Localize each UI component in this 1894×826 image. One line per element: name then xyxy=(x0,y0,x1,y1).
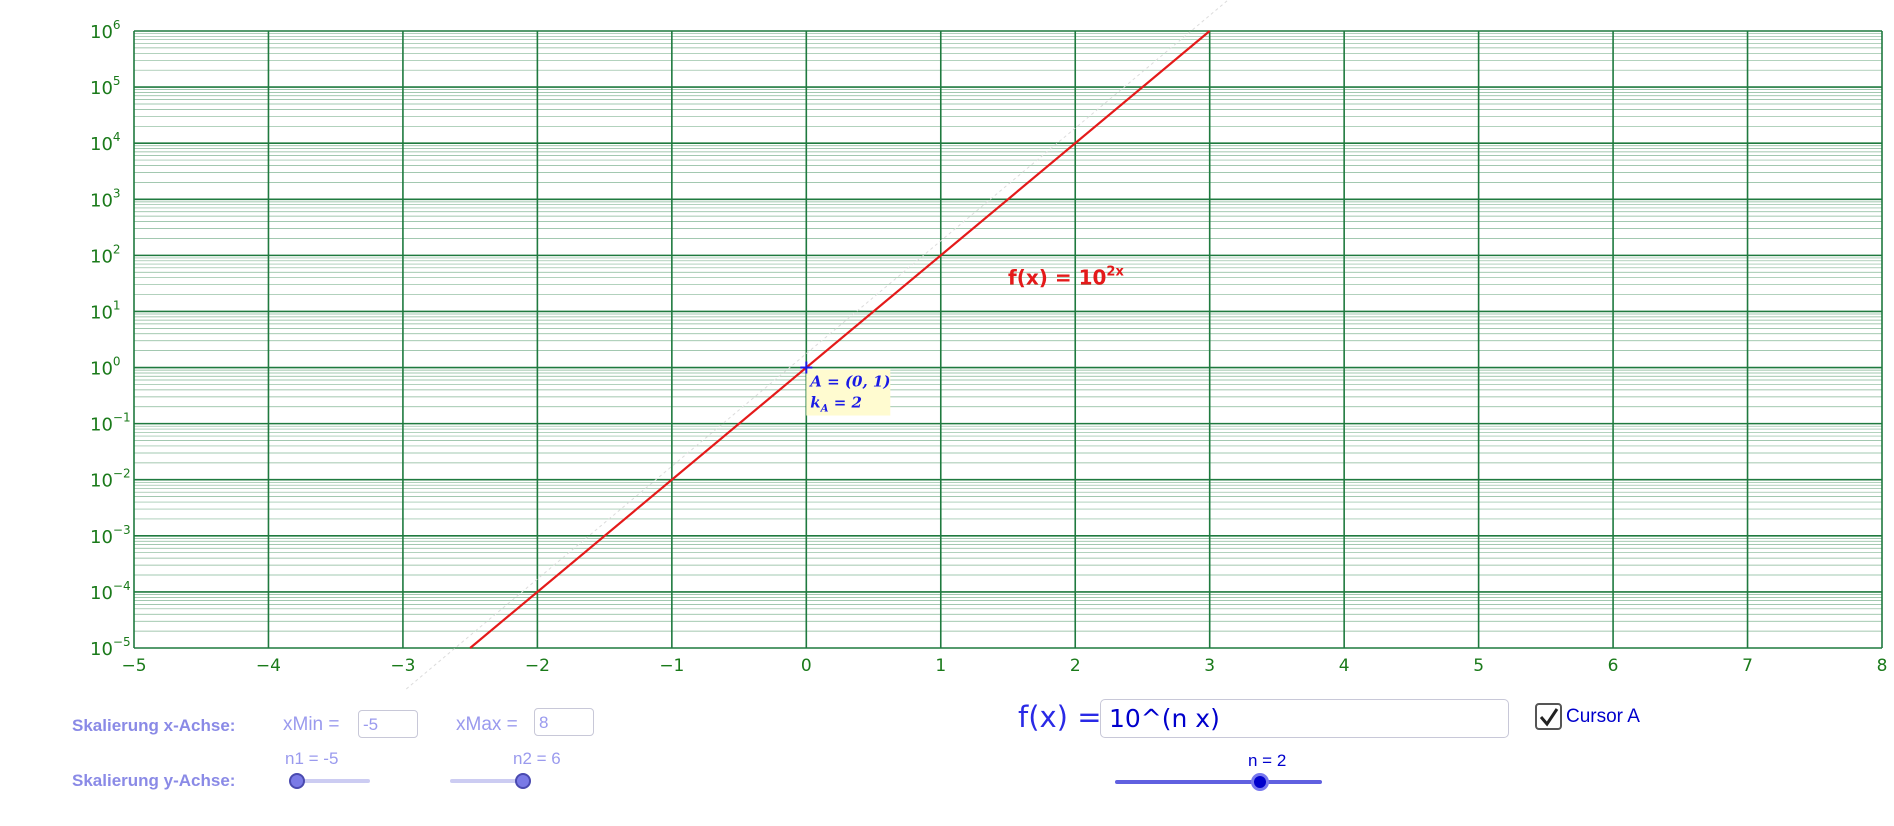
y-tick-label: 100 xyxy=(90,355,121,380)
n2-slider-track[interactable] xyxy=(450,779,523,783)
y-scale-label: Skalierung y-Achse: xyxy=(72,771,236,790)
x-tick-label: 4 xyxy=(1339,656,1350,676)
x-tick-label: 2 xyxy=(1070,656,1081,676)
function-curve[interactable] xyxy=(469,30,1211,649)
n1-slider-thumb[interactable] xyxy=(289,773,305,789)
y-tick-label: 105 xyxy=(90,74,121,99)
point-a-coordinates: A = (0, 1) xyxy=(808,373,890,391)
n1-slider-value: n1 = -5 xyxy=(285,749,339,768)
y-tick-label: 101 xyxy=(90,298,121,323)
point-a-cross[interactable] xyxy=(800,361,813,374)
n-slider-value: n = 2 xyxy=(1248,751,1287,770)
x-axis-tick-labels: −5 −4 −3 −2 −1 0 1 2 3 4 5 6 7 8 xyxy=(121,656,1887,676)
cursor-a-label: Cursor A xyxy=(1566,706,1640,727)
n2-slider-value: n2 = 6 xyxy=(513,749,561,768)
x-tick-label: 6 xyxy=(1608,656,1619,676)
x-tick-label: 3 xyxy=(1204,656,1215,676)
y-tick-label: 10−1 xyxy=(90,411,131,436)
cursor-a-checkbox[interactable] xyxy=(1535,703,1562,730)
x-tick-label: −4 xyxy=(256,656,281,676)
graph-area[interactable]: −5 −4 −3 −2 −1 0 1 2 3 4 5 6 7 8 10610510410310210110… xyxy=(0,0,1894,690)
xmax-input[interactable]: 8 xyxy=(534,708,594,736)
x-tick-label: −3 xyxy=(390,656,415,676)
minor-grid xyxy=(134,33,1882,632)
y-tick-label: 10−3 xyxy=(90,523,131,548)
y-tick-label: 104 xyxy=(90,130,121,155)
xmin-label: xMin = xyxy=(283,714,340,735)
x-tick-label: 8 xyxy=(1877,656,1888,676)
x-tick-label: −5 xyxy=(121,656,146,676)
fx-input-label: f(x) = xyxy=(1018,700,1102,734)
point-label-box xyxy=(806,369,891,416)
major-grid xyxy=(133,30,1883,649)
x-tick-label: −2 xyxy=(525,656,550,676)
x-tick-label: −1 xyxy=(659,656,684,676)
dotted-guide-line xyxy=(404,0,1229,690)
y-tick-label: 10−4 xyxy=(90,579,131,604)
x-tick-label: 1 xyxy=(935,656,946,676)
n-slider-track[interactable] xyxy=(1115,780,1322,784)
x-scale-label: Skalierung x-Achse: xyxy=(72,716,236,735)
y-tick-label: 102 xyxy=(90,242,121,267)
xmin-input[interactable]: -5 xyxy=(358,710,418,738)
x-tick-label: 7 xyxy=(1742,656,1753,676)
x-tick-label: 5 xyxy=(1473,656,1484,676)
n-slider-thumb[interactable] xyxy=(1250,773,1269,791)
y-tick-label: 103 xyxy=(90,186,121,211)
n2-slider-thumb[interactable] xyxy=(515,773,531,789)
y-tick-label: 10−5 xyxy=(90,635,131,660)
function-label: f(x) = 102x xyxy=(1008,265,1124,290)
n1-slider-track[interactable] xyxy=(297,779,370,783)
fx-input[interactable]: 10^(n x) xyxy=(1100,699,1509,738)
checkmark-icon xyxy=(1539,707,1558,726)
point-a-slope: kA = 2 xyxy=(810,394,862,415)
x-tick-label: 0 xyxy=(801,656,812,676)
y-tick-label: 106 xyxy=(90,18,121,43)
xmax-label: xMax = xyxy=(456,714,518,735)
y-tick-label: 10−2 xyxy=(90,467,131,492)
y-axis-tick-labels: 106 105 104 103 102 101 100 10−1 10−2 10−3 10−4 10−… xyxy=(90,18,131,660)
